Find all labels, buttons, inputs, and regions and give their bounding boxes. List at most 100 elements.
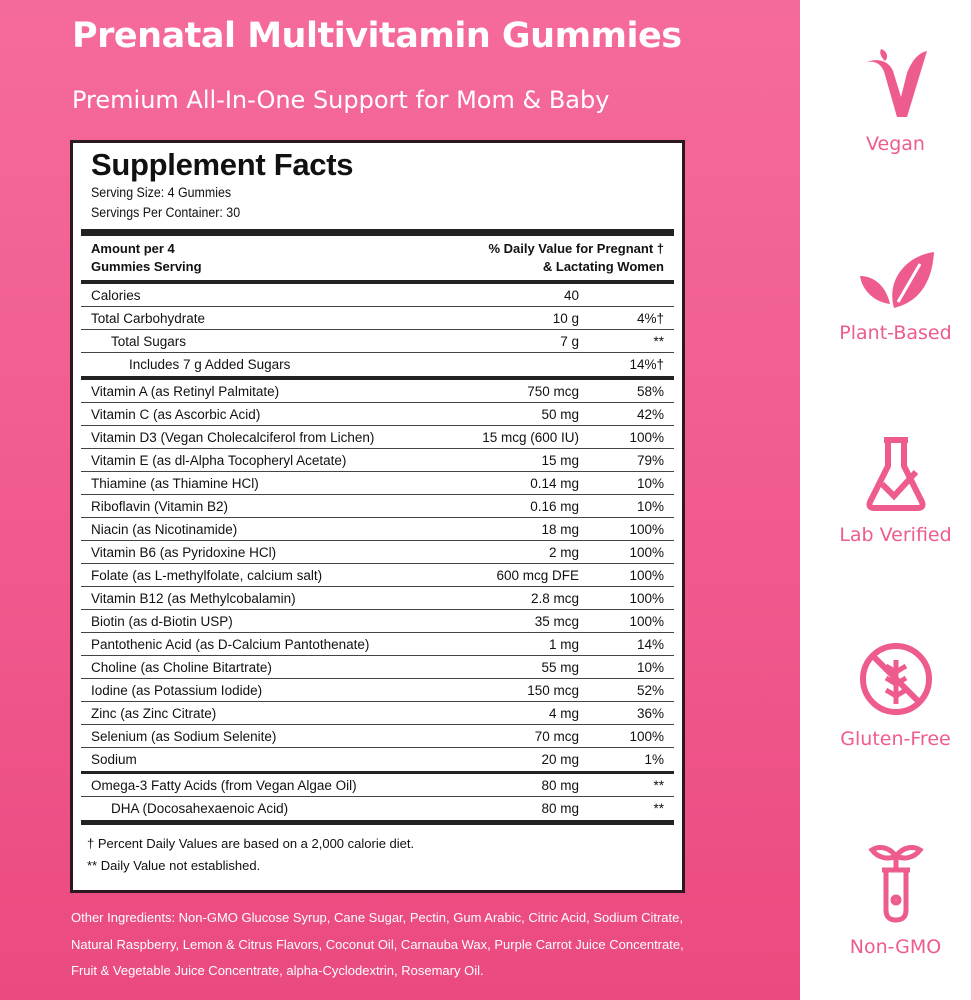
- no-wheat-icon: [859, 643, 932, 715]
- nutrient-daily-value: 10%: [636, 475, 664, 491]
- nutrient-amount: 4 mg: [548, 705, 579, 721]
- nutrient-name: Iodine (as Potassium Iodide): [91, 682, 263, 698]
- supplement-facts-panel: Supplement Facts Serving Size: 4 Gummies…: [70, 140, 685, 893]
- nutrient-row: Niacin (as Nicotinamide) 18 mg 100%: [81, 518, 674, 541]
- nutrient-amount: 600 mcg DFE: [496, 567, 579, 583]
- nutrient-daily-value: 100%: [629, 544, 664, 560]
- nutrient-row: Omega-3 Fatty Acids (from Vegan Algae Oi…: [81, 774, 674, 797]
- nutrient-amount: 80 mg: [541, 801, 579, 816]
- nutrient-amount: 1 mg: [548, 636, 579, 652]
- nutrient-daily-value: **: [653, 777, 664, 793]
- badge-label: Vegan: [866, 133, 925, 155]
- nutrient-row: Includes 7 g Added Sugars 14%†: [81, 353, 674, 376]
- badge-label: Non-GMO: [849, 936, 942, 958]
- nutrient-amount: 150 mcg: [527, 682, 579, 698]
- nutrient-amount: 40: [563, 287, 579, 303]
- nutrient-name: Vitamin A (as Retinyl Palmitate): [91, 383, 280, 399]
- other-ingredients: Other Ingredients: Non-GMO Glucose Syrup…: [71, 910, 684, 978]
- nutrient-daily-value: 4%†: [636, 310, 664, 326]
- nutrient-row: Zinc (as Zinc Citrate) 4 mg 36%: [81, 702, 674, 725]
- nutrient-row: Vitamin E (as dl-Alpha Tocopheryl Acetat…: [81, 449, 674, 472]
- nutrient-name: Calories: [91, 287, 141, 303]
- nutrient-name: Niacin (as Nicotinamide): [91, 521, 238, 537]
- nutrient-name: Vitamin E (as dl-Alpha Tocopheryl Acetat…: [91, 452, 347, 468]
- flask-check-icon: [866, 437, 925, 511]
- facts-title: Supplement Facts: [91, 147, 354, 182]
- dv-header: % Daily Value for Pregnant †: [488, 241, 664, 256]
- nutrient-row: Vitamin B12 (as Methylcobalamin) 2.8 mcg 1…: [81, 587, 674, 610]
- badge-lab-verified: Lab Verified: [820, 436, 971, 546]
- nutrient-name: Zinc (as Zinc Citrate): [91, 705, 217, 721]
- nutrient-amount: 10 g: [552, 310, 579, 326]
- nutrient-row: Sodium 20 mg 1%: [81, 748, 674, 771]
- divider: [81, 771, 674, 774]
- serving-size: Serving Size: 4 Gummies: [91, 185, 232, 200]
- nutrient-daily-value: **: [653, 333, 664, 349]
- nutrient-daily-value: 100%: [629, 429, 664, 445]
- nutrient-daily-value: 14%†: [629, 357, 664, 372]
- nutrient-amount: 55 mg: [541, 659, 579, 675]
- nutrient-daily-value: 10%: [636, 498, 664, 514]
- nutrient-amount: 7 g: [560, 333, 579, 349]
- nutrient-row: Vitamin B6 (as Pyridoxine HCl) 2 mg 100%: [81, 541, 674, 564]
- nutrient-daily-value: 100%: [629, 613, 664, 629]
- nutrient-row: Vitamin D3 (Vegan Cholecalciferol from L…: [81, 426, 674, 449]
- nutrient-row: DHA (Docosahexaenoic Acid) 80 mg **: [81, 797, 674, 820]
- badge-plant-based: Plant-Based: [820, 250, 971, 344]
- nutrient-name: Biotin (as d-Biotin USP): [91, 613, 233, 629]
- nutrient-daily-value: 58%: [636, 383, 664, 399]
- nutrient-name: Total Sugars: [111, 333, 187, 349]
- vegan-v-leaf-icon: [864, 49, 927, 117]
- nutrient-name: Thiamine (as Thiamine HCl): [91, 475, 259, 491]
- nutrient-name: Vitamin B12 (as Methylcobalamin): [91, 590, 296, 606]
- nutrient-row: Total Sugars 7 g **: [81, 330, 674, 353]
- badge-non-gmo: Non-GMO: [820, 838, 971, 958]
- nutrient-amount: 35 mcg: [534, 613, 579, 629]
- footnote: † Percent Daily Values are based on a 2,…: [87, 836, 415, 851]
- nutrient-amount: 2 mg: [548, 544, 579, 560]
- amount-header: Gummies Serving: [91, 259, 202, 274]
- nutrient-name: Omega-3 Fatty Acids (from Vegan Algae Oi…: [91, 777, 357, 793]
- nutrient-row: Thiamine (as Thiamine HCl) 0.14 mg 10%: [81, 472, 674, 495]
- nutrient-row: Folate (as L-methylfolate, calcium salt)…: [81, 564, 674, 587]
- nutrient-row: Pantothenic Acid (as D-Calcium Pantothen…: [81, 633, 674, 656]
- nutrient-daily-value: 52%: [636, 682, 664, 698]
- nutrient-name: Includes 7 g Added Sugars: [129, 357, 291, 372]
- nutrient-daily-value: **: [653, 801, 664, 816]
- nutrient-daily-value: 100%: [629, 567, 664, 583]
- leaves-icon: [859, 252, 934, 308]
- badge-gluten-free: Gluten-Free: [820, 642, 971, 750]
- nutrient-row: Choline (as Choline Bitartrate) 55 mg 10%: [81, 656, 674, 679]
- badge-vegan: Vegan: [820, 45, 971, 155]
- dv-header: & Lactating Women: [542, 259, 664, 274]
- nutrient-name: Riboflavin (Vitamin B2): [91, 498, 229, 514]
- badge-label: Gluten-Free: [840, 728, 951, 750]
- nutrient-amount: 15 mg: [541, 452, 579, 468]
- test-tube-sprout-icon: [867, 845, 924, 923]
- page-subtitle: Premium All-In-One Support for Mom & Bab…: [72, 86, 610, 114]
- badge-label: Lab Verified: [839, 524, 952, 546]
- nutrient-row: Selenium (as Sodium Selenite) 70 mcg 100%: [81, 725, 674, 748]
- servings-per-container: Servings Per Container: 30: [91, 205, 241, 220]
- nutrient-daily-value: 10%: [636, 659, 664, 675]
- nutrient-name: Pantothenic Acid (as D-Calcium Pantothen…: [91, 636, 370, 652]
- nutrient-name: Vitamin D3 (Vegan Cholecalciferol from L…: [91, 429, 375, 445]
- amount-header: Amount per 4: [91, 241, 175, 256]
- nutrient-amount: 20 mg: [541, 752, 579, 767]
- nutrient-name: Total Carbohydrate: [91, 310, 206, 326]
- nutrient-amount: 15 mcg (600 IU): [482, 429, 579, 445]
- footnote: ** Daily Value not established.: [87, 858, 261, 873]
- nutrient-amount: 0.14 mg: [530, 475, 579, 491]
- nutrient-daily-value: 79%: [636, 452, 664, 468]
- nutrient-amount: 80 mg: [541, 777, 579, 793]
- badge-label: Plant-Based: [839, 322, 952, 344]
- divider: [81, 280, 674, 284]
- nutrient-row: Calories 40: [81, 284, 674, 307]
- page-title: Prenatal Multivitamin Gummies: [72, 16, 682, 56]
- nutrient-row: Vitamin A (as Retinyl Palmitate) 750 mcg 5…: [81, 380, 674, 403]
- column-header: Amount per 4 Gummies Serving % Daily Valu…: [81, 236, 674, 280]
- nutrient-name: Choline (as Choline Bitartrate): [91, 659, 272, 675]
- divider: [81, 820, 674, 825]
- nutrient-row: Iodine (as Potassium Iodide) 150 mcg 52%: [81, 679, 674, 702]
- nutrient-amount: 0.16 mg: [530, 498, 579, 514]
